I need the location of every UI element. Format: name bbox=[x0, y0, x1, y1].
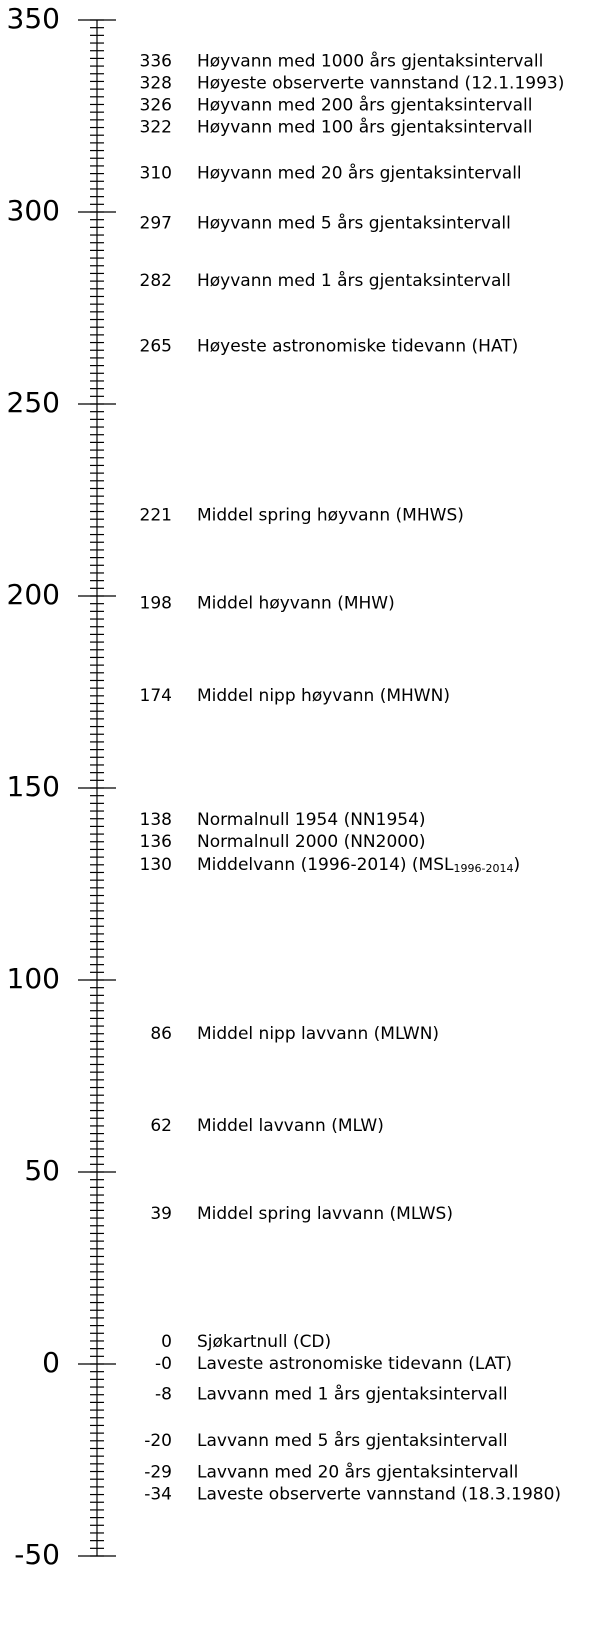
level-label: Middel nipp lavvann (MLWN) bbox=[197, 1024, 439, 1044]
level-label-text: Høyeste observerte vannstand (12.1.1993) bbox=[197, 74, 564, 94]
level-label-text: Middel nipp lavvann (MLWN) bbox=[197, 1024, 439, 1044]
level-value: 326 bbox=[140, 96, 172, 116]
level-label: Høyvann med 200 års gjentaksintervall bbox=[197, 95, 532, 116]
level-label: Høyvann med 1 års gjentaksintervall bbox=[197, 270, 511, 291]
level-label-text: Høyvann med 100 års gjentaksintervall bbox=[197, 117, 532, 138]
level-value: 0 bbox=[161, 1332, 172, 1352]
level-label: Middel spring lavvann (MLWS) bbox=[197, 1204, 453, 1224]
level-label-text: Normalnull 2000 (NN2000) bbox=[197, 832, 426, 852]
level-value: 174 bbox=[140, 686, 172, 706]
level-value: 297 bbox=[140, 214, 172, 234]
level-label-text: Laveste observerte vannstand (18.3.1980) bbox=[197, 1485, 561, 1505]
level-label: Lavvann med 1 års gjentaksintervall bbox=[197, 1384, 508, 1405]
level-label: Høyvann med 100 års gjentaksintervall bbox=[197, 117, 532, 138]
level-label: Lavvann med 20 års gjentaksintervall bbox=[197, 1462, 518, 1483]
level-value: 310 bbox=[140, 164, 172, 184]
level-label-text: Høyeste astronomiske tidevann (HAT) bbox=[197, 336, 518, 356]
level-value: 282 bbox=[140, 271, 172, 291]
level-label: Laveste astronomiske tidevann (LAT) bbox=[197, 1354, 512, 1374]
level-value: -8 bbox=[155, 1385, 172, 1405]
level-label-text: Høyvann med 1000 års gjentaksintervall bbox=[197, 51, 543, 72]
y-tick-label: -50 bbox=[14, 1538, 60, 1571]
level-value: 198 bbox=[140, 594, 172, 614]
level-label-text: Høyvann med 20 års gjentaksintervall bbox=[197, 163, 522, 184]
level-value: 138 bbox=[140, 810, 172, 830]
y-tick-label: 0 bbox=[42, 1346, 60, 1379]
level-label-text: Middel spring lavvann (MLWS) bbox=[197, 1204, 453, 1224]
level-value: 62 bbox=[150, 1116, 172, 1136]
level-label-text: Høyvann med 5 års gjentaksintervall bbox=[197, 213, 511, 234]
level-label: Middel nipp høyvann (MHWN) bbox=[197, 686, 450, 706]
y-tick-label: 300 bbox=[7, 194, 60, 227]
level-value: 221 bbox=[140, 505, 172, 525]
y-tick-label: 50 bbox=[24, 1154, 60, 1187]
level-value: 265 bbox=[140, 336, 172, 356]
level-label: Høyeste observerte vannstand (12.1.1993) bbox=[197, 74, 564, 94]
y-tick-label: 350 bbox=[7, 2, 60, 35]
level-label: Laveste observerte vannstand (18.3.1980) bbox=[197, 1485, 561, 1505]
level-label: Normalnull 1954 (NN1954) bbox=[197, 810, 426, 830]
level-value: -0 bbox=[155, 1354, 172, 1374]
level-label-text: Lavvann med 5 års gjentaksintervall bbox=[197, 1430, 508, 1451]
level-value: -20 bbox=[144, 1431, 172, 1451]
y-tick-label: 150 bbox=[7, 770, 60, 803]
level-label-text: Middel høyvann (MHW) bbox=[197, 594, 395, 614]
level-label: Middel spring høyvann (MHWS) bbox=[197, 505, 464, 525]
level-label-text: Laveste astronomiske tidevann (LAT) bbox=[197, 1354, 512, 1374]
level-value: 322 bbox=[140, 118, 172, 138]
y-tick-label: 250 bbox=[7, 386, 60, 419]
y-tick-label: 200 bbox=[7, 578, 60, 611]
level-label: Høyeste astronomiske tidevann (HAT) bbox=[197, 336, 518, 356]
level-label-text: Middel nipp høyvann (MHWN) bbox=[197, 686, 450, 706]
level-label: Middel lavvann (MLW) bbox=[197, 1116, 384, 1136]
level-value: 336 bbox=[140, 52, 172, 72]
level-label: Lavvann med 5 års gjentaksintervall bbox=[197, 1430, 508, 1451]
level-label-text: Høyvann med 200 års gjentaksintervall bbox=[197, 95, 532, 116]
y-tick-label: 100 bbox=[7, 962, 60, 995]
level-label-end: ) bbox=[513, 855, 520, 875]
level-label: Middel høyvann (MHW) bbox=[197, 594, 395, 614]
level-label-text: Sjøkartnull (CD) bbox=[197, 1332, 331, 1352]
level-label-text: Lavvann med 20 års gjentaksintervall bbox=[197, 1462, 518, 1483]
level-label-subscript: 1996-2014 bbox=[453, 862, 513, 875]
level-label-text: Lavvann med 1 års gjentaksintervall bbox=[197, 1384, 508, 1405]
level-value: 86 bbox=[150, 1024, 172, 1044]
level-label: Høyvann med 1000 års gjentaksintervall bbox=[197, 51, 543, 72]
level-label: Høyvann med 5 års gjentaksintervall bbox=[197, 213, 511, 234]
level-value: 136 bbox=[140, 832, 172, 852]
level-label-text: Høyvann med 1 års gjentaksintervall bbox=[197, 270, 511, 291]
level-label-text: Middelvann (1996-2014) (MSL bbox=[197, 855, 454, 875]
level-value: 328 bbox=[140, 74, 172, 94]
level-value: -29 bbox=[144, 1463, 172, 1483]
level-value: -34 bbox=[144, 1485, 172, 1505]
level-label-text: Middel lavvann (MLW) bbox=[197, 1116, 384, 1136]
level-label: Høyvann med 20 års gjentaksintervall bbox=[197, 163, 522, 184]
level-label-text: Normalnull 1954 (NN1954) bbox=[197, 810, 426, 830]
level-value: 130 bbox=[140, 855, 172, 875]
level-value: 39 bbox=[150, 1204, 172, 1224]
level-label: Middelvann (1996-2014) (MSL1996-2014) bbox=[197, 855, 520, 875]
level-label: Sjøkartnull (CD) bbox=[197, 1332, 331, 1352]
level-label-text: Middel spring høyvann (MHWS) bbox=[197, 505, 464, 525]
level-label: Normalnull 2000 (NN2000) bbox=[197, 832, 426, 852]
